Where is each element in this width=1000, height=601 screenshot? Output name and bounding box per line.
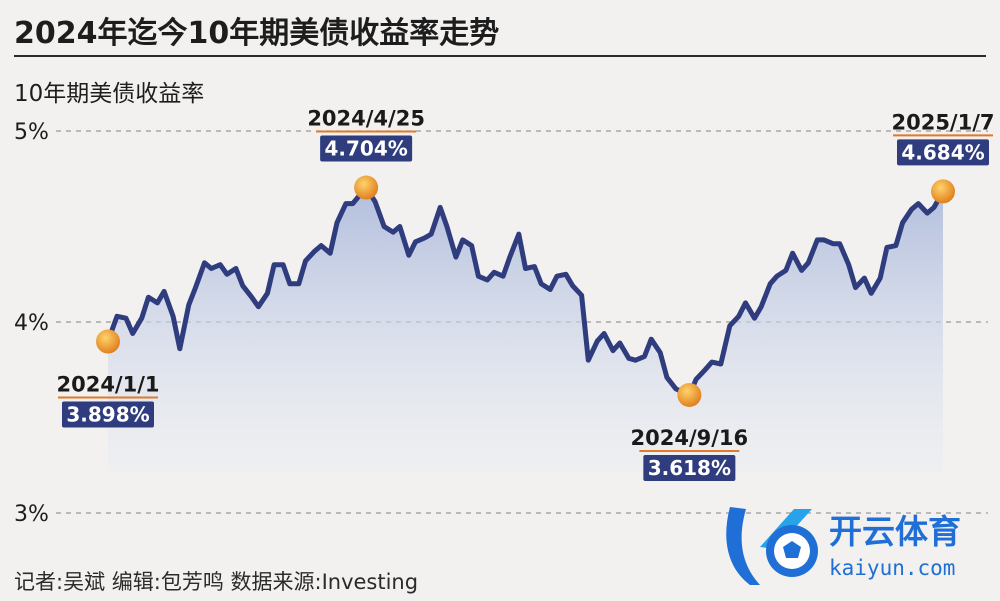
- annotation-date: 2024/9/16: [631, 426, 749, 450]
- annotation-value: 3.618%: [648, 456, 731, 480]
- logo-cn-text: 开云体育: [829, 512, 961, 551]
- annotation: 2024/4/25 4.704%: [307, 107, 425, 200]
- annotation-badge: [643, 454, 736, 481]
- y-axis-label: 10年期美债收益率: [14, 81, 204, 107]
- y-tick-label: 4%: [14, 311, 49, 336]
- annotation: 2024/1/1 3.898%: [56, 329, 160, 428]
- annotation: 2024/9/16 3.618%: [631, 382, 749, 481]
- annotation-value: 4.684%: [901, 140, 984, 164]
- chart-title: 2024年迄今10年期美债收益率走势: [14, 16, 500, 51]
- area-fill: [108, 187, 943, 472]
- yield-line: [105, 185, 946, 398]
- annotation-marker: [354, 175, 379, 200]
- logo-mark-icon: [726, 507, 818, 585]
- logo-en-text: kaiyun.com: [829, 556, 955, 580]
- annotation-date: 2025/1/7: [891, 110, 994, 134]
- title-divider: [14, 55, 986, 57]
- annotation-date: 2024/1/1: [56, 372, 159, 396]
- annotation-marker: [677, 382, 702, 407]
- brand-logo: 开云体育 kaiyun.com: [716, 497, 996, 597]
- y-tick-label: 3%: [14, 502, 49, 527]
- annotation-value: 3.898%: [66, 402, 149, 426]
- annotation-value: 4.704%: [324, 137, 407, 161]
- annotation-badge: [62, 401, 154, 428]
- annotation-marker: [931, 179, 955, 204]
- source-credit: 记者:吴斌 编辑:包芳鸣 数据来源:Investing: [14, 570, 419, 594]
- annotation-badge: [320, 135, 413, 162]
- y-tick-label: 5%: [14, 120, 49, 145]
- annotation: 2025/1/7 4.684%: [891, 110, 995, 204]
- annotation-marker: [96, 329, 120, 354]
- annotation-badge: [897, 139, 989, 166]
- annotation-date: 2024/4/25: [307, 107, 425, 131]
